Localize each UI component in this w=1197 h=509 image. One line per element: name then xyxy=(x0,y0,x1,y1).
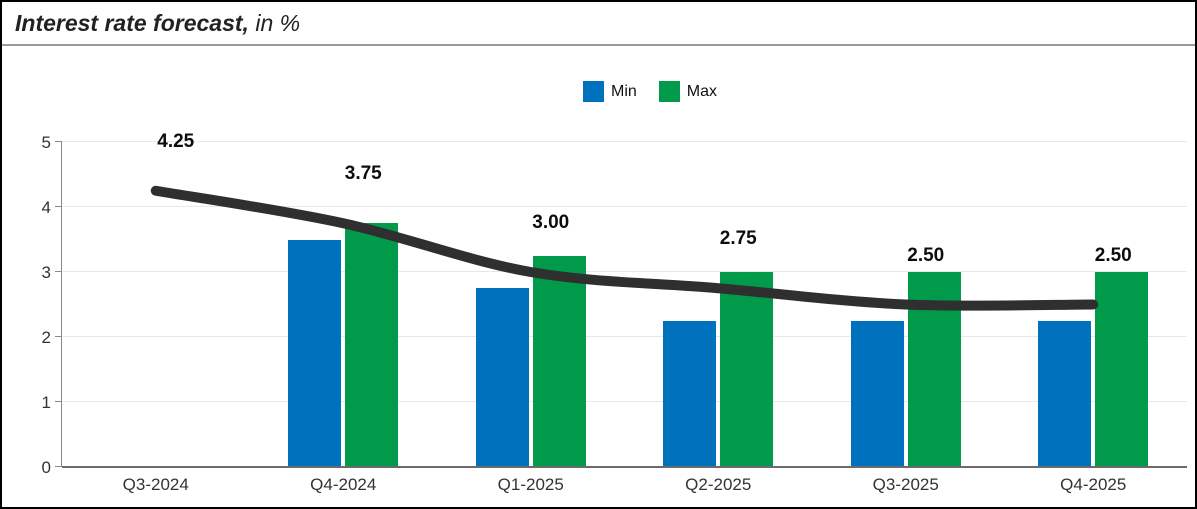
x-axis-label: Q4-2024 xyxy=(310,475,377,494)
data-label: 2.75 xyxy=(719,228,757,250)
y-axis-label: 2 xyxy=(41,328,51,347)
chart-title-main: Interest rate forecast, xyxy=(15,10,249,36)
legend-swatch-max xyxy=(658,81,680,102)
data-label: 3.75 xyxy=(344,163,382,185)
data-label: 2.50 xyxy=(1094,244,1132,266)
y-axis-label: 1 xyxy=(41,393,51,412)
legend-label: Min xyxy=(611,82,637,100)
gridline xyxy=(62,336,1187,337)
legend-item-max[interactable]: Max xyxy=(658,81,718,102)
min-bar[interactable] xyxy=(475,288,529,467)
y-axis-label: 0 xyxy=(41,458,51,477)
legend-label: Max xyxy=(686,82,718,100)
y-axis-label: 3 xyxy=(41,263,51,282)
gridline xyxy=(62,401,1187,402)
legend: Min Max xyxy=(583,81,717,102)
min-bar[interactable] xyxy=(288,239,342,467)
min-bar[interactable] xyxy=(850,320,904,467)
legend-swatch-min xyxy=(583,81,604,102)
max-bar[interactable] xyxy=(720,272,774,467)
y-axis-line xyxy=(61,142,62,467)
max-bar[interactable] xyxy=(345,223,399,467)
gridline xyxy=(62,271,1187,272)
legend-item-min[interactable]: Min xyxy=(583,81,637,102)
x-axis-label: Q1-2025 xyxy=(497,475,564,494)
max-bar[interactable] xyxy=(1095,272,1149,467)
title-underline xyxy=(2,44,1195,46)
min-bar[interactable] xyxy=(1038,320,1092,467)
chart-title: Interest rate forecast, in % xyxy=(15,10,300,37)
chart-title-suffix: in % xyxy=(255,10,301,36)
y-axis-tick xyxy=(55,141,62,142)
max-bar[interactable] xyxy=(907,272,961,467)
data-label: 3.00 xyxy=(532,212,570,233)
data-label: 4.25 xyxy=(157,130,195,152)
x-axis-label: Q3-2024 xyxy=(122,475,189,494)
x-axis-label: Q4-2025 xyxy=(1060,475,1127,494)
y-axis-tick xyxy=(55,401,62,402)
y-axis-tick xyxy=(55,271,62,272)
x-axis-label: Q2-2025 xyxy=(685,475,752,494)
y-axis-tick xyxy=(55,336,62,337)
x-axis-line xyxy=(62,466,1187,468)
gridline xyxy=(62,141,1187,142)
y-axis-label: 4 xyxy=(41,198,51,217)
y-axis-tick xyxy=(55,206,62,207)
y-axis-label: 5 xyxy=(41,133,51,152)
x-axis-label: Q3-2025 xyxy=(872,475,939,494)
min-bar[interactable] xyxy=(663,320,717,467)
max-bar[interactable] xyxy=(532,255,586,467)
y-axis-tick xyxy=(55,466,62,467)
data-label: 2.50 xyxy=(907,244,945,266)
gridline xyxy=(62,206,1187,207)
